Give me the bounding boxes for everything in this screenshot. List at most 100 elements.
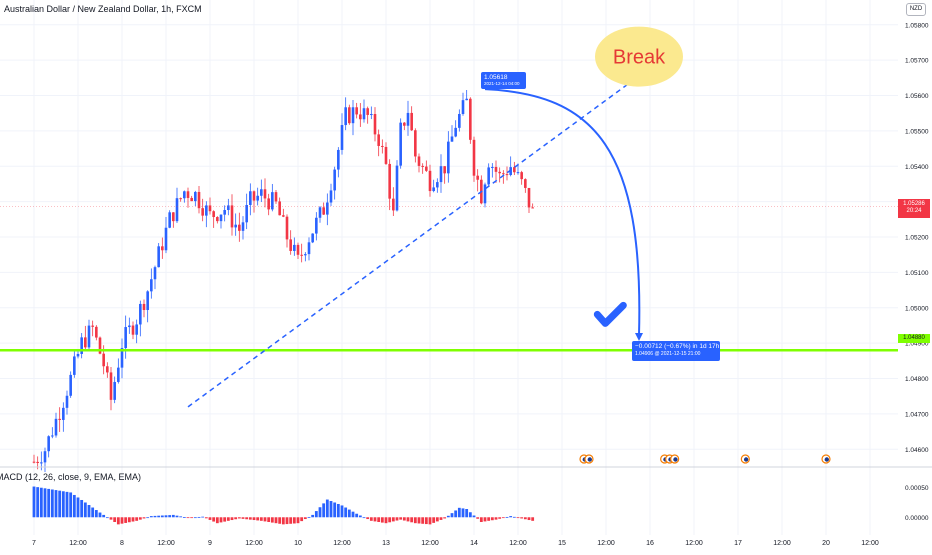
macd-bar xyxy=(215,517,219,524)
macd-bar xyxy=(61,491,65,518)
time-tick-label: 20 xyxy=(822,540,830,547)
macd-bar xyxy=(454,510,458,518)
support-price-value: 1.04880 xyxy=(903,335,925,341)
event-icon-dot xyxy=(824,457,829,462)
macd-bar xyxy=(369,517,373,521)
candle-body xyxy=(461,100,465,114)
candle-body xyxy=(293,244,296,251)
macd-tick-label: 0.00000 xyxy=(905,515,929,522)
macd-bar xyxy=(204,517,208,519)
event-icon-dot xyxy=(743,457,749,462)
candle-body xyxy=(355,107,358,115)
macd-bar xyxy=(120,517,124,524)
trend-line[interactable] xyxy=(187,80,633,408)
macd-bar xyxy=(520,517,524,519)
candle-body xyxy=(249,191,252,205)
candle-body xyxy=(190,197,193,202)
candle-body xyxy=(432,187,435,192)
break-arrow[interactable] xyxy=(484,88,641,336)
time-tick-label: 16 xyxy=(646,540,654,547)
macd-bar xyxy=(501,517,505,519)
macd-bar xyxy=(483,517,487,522)
candle-body xyxy=(388,163,391,199)
candle-body xyxy=(183,191,186,199)
candle-body xyxy=(443,166,446,174)
candle-body xyxy=(80,337,83,354)
macd-bar xyxy=(472,515,476,518)
candle-body xyxy=(362,108,366,120)
candle-body xyxy=(58,418,61,420)
macd-bar xyxy=(274,517,278,524)
macd-bar xyxy=(490,517,494,521)
candle-body xyxy=(399,122,402,166)
candle-body xyxy=(120,348,124,368)
high-marker[interactable]: 1.05618 2021-12-14 04:00 xyxy=(481,72,526,89)
currency-badge-text: NZD xyxy=(909,6,923,12)
macd-bar xyxy=(160,515,164,518)
candle-body xyxy=(260,189,263,196)
macd-bar xyxy=(65,491,69,518)
candle-body xyxy=(329,190,333,203)
candle-body xyxy=(282,215,285,217)
price-tick-label: 1.04800 xyxy=(905,376,929,383)
economic-events[interactable] xyxy=(579,454,831,464)
candle-body xyxy=(124,327,127,349)
macd-bar xyxy=(234,517,238,520)
candle-body xyxy=(494,166,498,172)
macd-bar xyxy=(311,514,315,518)
candle-body xyxy=(194,191,197,202)
candle-body xyxy=(186,191,190,198)
macd-bar xyxy=(428,517,432,525)
macd-bar xyxy=(208,517,212,520)
macd-bar xyxy=(98,512,102,518)
price-axis[interactable]: 1.058001.057001.056001.055001.054001.053… xyxy=(905,22,929,454)
candle-body xyxy=(230,205,234,228)
time-tick-label: 12:00 xyxy=(69,540,87,547)
macd-bar xyxy=(391,517,395,522)
break-bubble[interactable] xyxy=(595,26,683,87)
macd-bar xyxy=(417,517,421,524)
candle-body xyxy=(425,166,428,171)
time-axis[interactable]: 7 12:00 8 12:00 9 12:00 10 12:00 13 12:00 14 12:00 1… xyxy=(32,540,879,547)
candle-body xyxy=(91,325,94,327)
candle-body xyxy=(289,239,292,251)
candle-body xyxy=(168,212,171,228)
macd-bar xyxy=(109,517,113,520)
macd-bar xyxy=(351,511,355,518)
candle-body xyxy=(469,98,472,140)
candle-body xyxy=(212,211,215,218)
macd-bar xyxy=(83,502,87,518)
time-tick-label: 12:00 xyxy=(685,540,703,547)
macd-bar xyxy=(289,517,293,524)
candle-body xyxy=(102,353,105,367)
candle-body xyxy=(95,326,98,338)
macd-bar xyxy=(182,517,186,518)
macd-bar xyxy=(124,517,128,523)
candle-body xyxy=(157,246,160,268)
macd-bar xyxy=(373,517,377,522)
macd-bar xyxy=(186,517,190,519)
candle-body xyxy=(216,217,219,222)
candle-body xyxy=(109,372,113,400)
macd-bar xyxy=(237,517,241,519)
candle-body xyxy=(278,201,281,216)
candle-body xyxy=(201,208,204,216)
candle-body xyxy=(47,436,50,452)
macd-bar xyxy=(197,516,201,518)
macd-bar xyxy=(259,517,263,521)
currency-badge[interactable]: NZD xyxy=(906,3,926,16)
candle-body xyxy=(98,337,102,354)
macd-bar xyxy=(32,486,36,518)
arrow-head xyxy=(635,333,643,342)
macd-bar xyxy=(168,515,172,518)
price-tick-label: 1.05700 xyxy=(905,58,929,65)
target-measure[interactable]: −0.00712 (−0.67%) in 1d 17h 1.04906 @ 20… xyxy=(632,341,720,361)
candle-body xyxy=(524,179,527,188)
time-tick-label: 12:00 xyxy=(421,540,439,547)
candle-body xyxy=(150,279,153,292)
price-tick-label: 1.04900 xyxy=(905,341,929,348)
candle-body xyxy=(263,189,267,199)
candle-body xyxy=(223,210,226,215)
